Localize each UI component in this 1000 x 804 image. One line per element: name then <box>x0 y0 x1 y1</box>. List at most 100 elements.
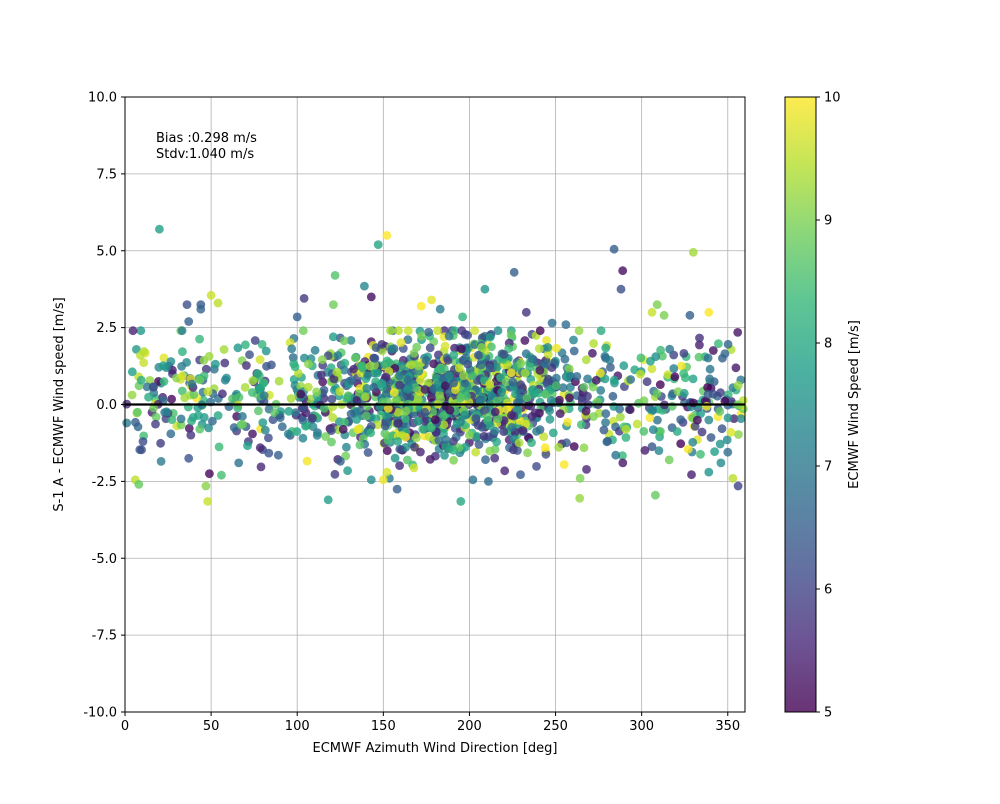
scatter-point <box>403 385 413 395</box>
scatter-point <box>621 433 631 442</box>
scatter-point <box>457 326 467 336</box>
scatter-point <box>679 349 689 358</box>
scatter-point <box>206 290 216 300</box>
scatter-point <box>681 373 690 383</box>
scatter-point <box>395 380 404 390</box>
scatter-point <box>535 326 545 336</box>
scatter-point <box>393 419 403 428</box>
scatter-point <box>618 458 628 468</box>
scatter-point <box>583 374 592 384</box>
scatter-point <box>669 364 679 373</box>
scatter-point <box>274 376 284 386</box>
scatter-point <box>229 423 239 432</box>
scatter-point <box>298 433 308 443</box>
scatter-point <box>360 281 369 291</box>
scatter-point <box>283 429 293 439</box>
scatter-point <box>290 362 300 372</box>
scatter-point <box>647 364 657 374</box>
scatter-point <box>676 439 686 449</box>
scatter-point <box>485 379 495 389</box>
scatter-point <box>506 368 516 378</box>
scatter-point <box>389 388 399 397</box>
scatter-point <box>182 300 192 309</box>
scatter-point <box>722 435 732 445</box>
x-tick-label: 150 <box>371 719 396 734</box>
scatter-point <box>177 362 187 371</box>
scatter-point <box>387 344 397 354</box>
scatter-point <box>350 353 360 363</box>
scatter-point <box>275 413 285 422</box>
scatter-point <box>664 455 674 465</box>
scatter-point <box>507 410 516 420</box>
scatter-point <box>407 360 416 370</box>
scatter-point <box>685 310 695 320</box>
scatter-point <box>180 393 190 403</box>
scatter-point <box>601 418 610 427</box>
scatter-point <box>601 409 611 419</box>
scatter-point <box>403 455 412 465</box>
scatter-point <box>413 417 423 426</box>
scatter-point <box>449 378 458 388</box>
scatter-point <box>429 384 439 394</box>
scatter-point <box>449 350 459 360</box>
scatter-point <box>444 331 454 341</box>
scatter-point <box>541 359 551 369</box>
scatter-point <box>541 389 550 399</box>
scatter-point <box>663 370 673 380</box>
scatter-point <box>255 355 265 364</box>
scatter-point <box>177 371 187 381</box>
scatter-point <box>355 440 365 450</box>
scatter-point <box>245 350 254 360</box>
scatter-point <box>342 394 352 403</box>
scatter-point <box>261 346 271 356</box>
scatter-point <box>162 407 171 417</box>
scatter-point <box>268 415 278 425</box>
scatter-point <box>559 460 569 469</box>
scatter-point <box>366 292 376 302</box>
scatter-point <box>370 354 380 363</box>
scatter-point <box>454 363 464 373</box>
scatter-point <box>667 401 677 411</box>
scatter-point <box>530 408 540 418</box>
scatter-point <box>485 363 495 373</box>
scatter-point <box>645 413 655 423</box>
x-tick-label: 0 <box>121 719 129 734</box>
scatter-point <box>490 453 500 463</box>
scatter-point <box>715 439 725 449</box>
scatter-point <box>195 424 205 434</box>
scatter-point <box>390 453 400 463</box>
scatter-point <box>485 446 495 456</box>
x-tick-label: 200 <box>457 719 482 734</box>
scatter-point <box>366 428 376 438</box>
scatter-point <box>414 361 423 371</box>
scatter-point <box>137 445 147 455</box>
scatter-point <box>599 425 609 435</box>
scatter-point <box>127 390 137 400</box>
scatter-point <box>640 446 650 455</box>
scatter-point <box>403 375 413 385</box>
scatter-point <box>159 353 169 363</box>
scatter-point <box>679 388 689 398</box>
scatter-point <box>167 394 177 404</box>
scatter-point <box>394 326 403 336</box>
scatter-point <box>250 336 260 345</box>
scatter-point <box>380 360 390 370</box>
scatter-point <box>318 377 328 387</box>
colorbar-ticks: 5 6 7 8 9 10 <box>816 91 841 721</box>
scatter-point <box>220 358 230 368</box>
scatter-point <box>552 343 561 353</box>
scatter-point <box>521 349 531 359</box>
scatter-point <box>703 383 712 392</box>
scatter-point <box>522 393 532 403</box>
scatter-point <box>502 404 512 414</box>
scatter-point <box>156 457 166 466</box>
scatter-point <box>319 404 329 413</box>
scatter-point <box>218 389 227 399</box>
scatter-point <box>440 381 450 391</box>
scatter-point <box>323 495 333 505</box>
scatter-point <box>386 326 395 336</box>
scatter-point <box>480 284 490 294</box>
scatter-point <box>636 369 645 379</box>
scatter-point <box>688 374 698 384</box>
scatter-point <box>626 375 635 384</box>
